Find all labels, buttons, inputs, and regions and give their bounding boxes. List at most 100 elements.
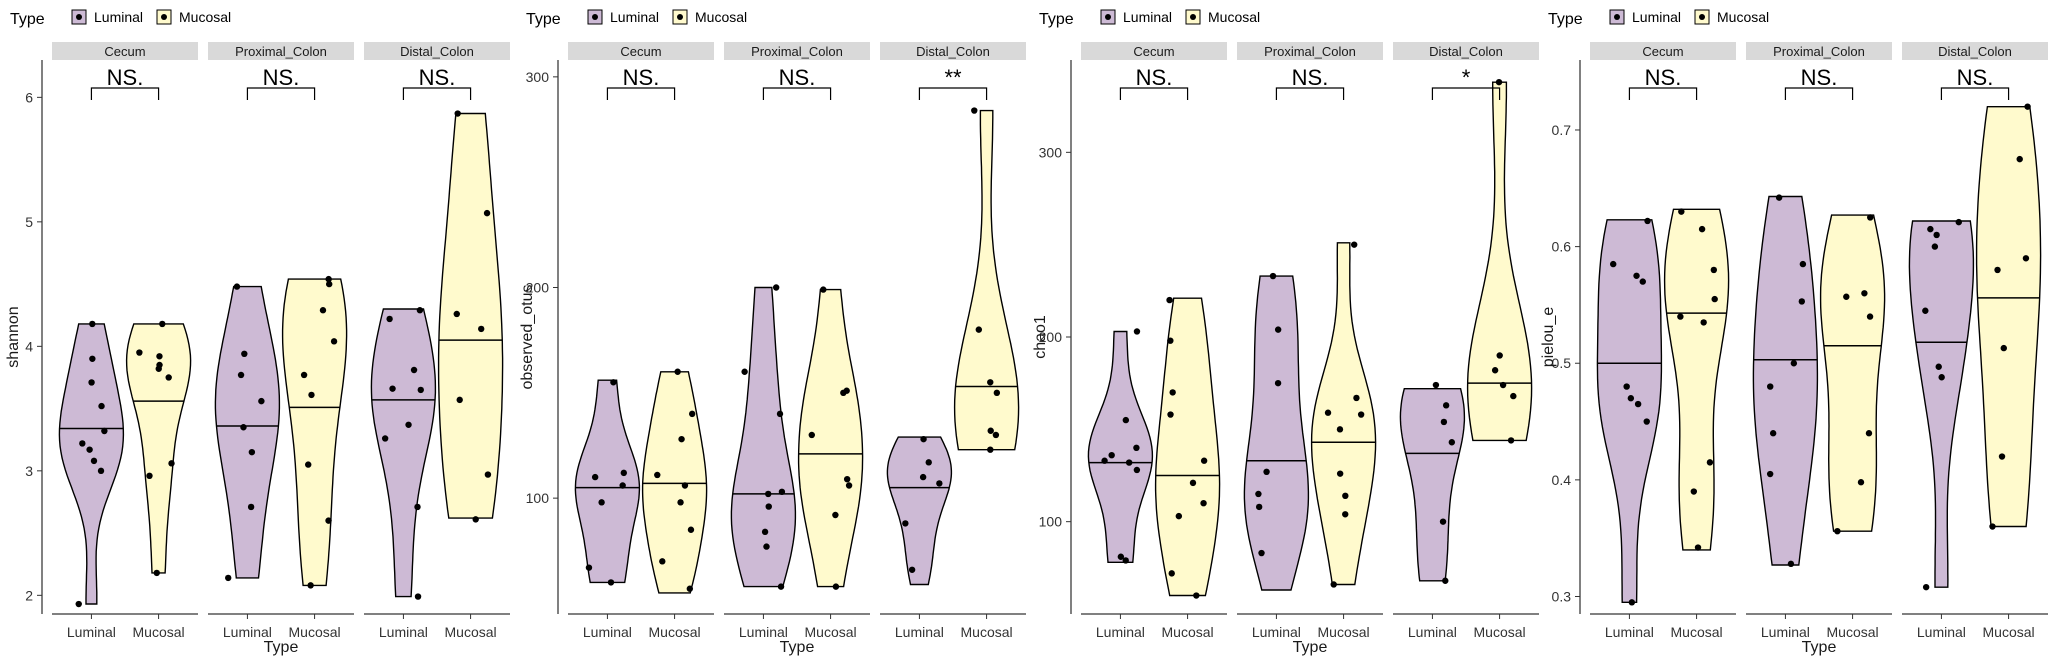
data-point — [1610, 260, 1617, 268]
violin-luminal — [1087, 330, 1154, 563]
data-point — [1263, 468, 1270, 476]
data-point — [1628, 599, 1636, 606]
data-point — [677, 499, 684, 506]
data-point — [1336, 426, 1344, 433]
x-tick-label: Mucosal — [445, 624, 497, 640]
x-tick-label: Luminal — [1605, 624, 1654, 640]
data-point — [1269, 272, 1277, 280]
data-point — [405, 421, 412, 428]
data-point — [2022, 255, 2030, 262]
data-point — [248, 448, 256, 456]
significance-bracket — [1628, 87, 1698, 100]
data-point — [1189, 479, 1197, 487]
facet-strip-label: Distal_Colon — [1938, 44, 2012, 59]
data-point — [1324, 409, 1332, 416]
legend-dot-luminal — [1105, 14, 1111, 20]
data-point — [1255, 490, 1262, 498]
x-tick-label: Luminal — [1252, 624, 1301, 640]
data-point — [1499, 381, 1507, 389]
data-point — [386, 315, 393, 323]
data-point — [483, 209, 491, 217]
x-tick-label: Mucosal — [961, 624, 1013, 640]
significance-label: NS. — [779, 65, 816, 90]
legend-dot-mucosal — [677, 14, 683, 20]
facet-proximal-colon: Proximal_Colon Luminal Mucosal NS. — [208, 42, 354, 640]
significance-bracket — [1119, 87, 1189, 100]
facet-strip-label: Cecum — [620, 44, 661, 59]
data-point — [1255, 503, 1263, 511]
significance-bracket — [246, 87, 316, 100]
data-point — [832, 583, 840, 590]
y-tick-label: 100 — [1039, 514, 1063, 530]
facet-strip — [1590, 42, 1736, 60]
data-point — [414, 503, 421, 511]
y-tick-label: 200 — [1039, 329, 1063, 345]
x-axis-title: Type — [1293, 639, 1328, 656]
data-point — [619, 482, 626, 489]
facet-strip — [1746, 42, 1892, 60]
facet-strip-label: Proximal_Colon — [751, 44, 843, 59]
data-point — [2016, 155, 2023, 163]
data-point — [1101, 457, 1108, 464]
facet-distal-colon: Distal_Colon Luminal Mucosal NS. — [364, 42, 510, 640]
data-point — [919, 473, 927, 481]
data-point — [778, 488, 786, 496]
facet-cecum: Cecum Luminal Mucosal NS. — [1081, 42, 1227, 640]
data-point — [1507, 437, 1515, 444]
data-point — [1698, 225, 1706, 233]
violin-luminal — [1399, 388, 1466, 582]
x-axis-title: Type — [780, 639, 815, 656]
significance-label: NS. — [1292, 65, 1329, 90]
data-point — [240, 424, 247, 431]
violin-mucosal — [1819, 214, 1886, 532]
data-point — [2024, 103, 2031, 110]
data-point — [1799, 260, 1807, 268]
data-point — [1200, 500, 1207, 507]
legend-title: Type — [1039, 11, 1074, 28]
data-point — [808, 431, 815, 439]
significance-label: NS. — [1801, 65, 1838, 90]
data-point — [765, 503, 772, 510]
data-point — [472, 516, 479, 523]
significance-label: NS. — [1136, 65, 1173, 90]
data-point — [305, 461, 312, 468]
violin-luminal — [1596, 219, 1663, 603]
data-point — [1866, 313, 1874, 320]
facet-strip-label: Cecum — [1133, 44, 1174, 59]
violin-luminal — [1752, 195, 1819, 566]
y-tick-label: 0.6 — [1552, 239, 1572, 255]
facet-strip — [364, 42, 510, 60]
legend-label-mucosal: Mucosal — [1208, 9, 1260, 25]
data-point — [765, 490, 772, 498]
data-point — [1710, 266, 1718, 274]
data-point — [1700, 319, 1707, 326]
data-point — [1258, 549, 1265, 557]
data-point — [1857, 479, 1865, 486]
legend-label-mucosal: Mucosal — [695, 9, 747, 25]
facet-strip-label: Cecum — [1642, 44, 1683, 59]
data-point — [1167, 411, 1174, 418]
data-point — [1677, 313, 1684, 320]
data-point — [686, 585, 694, 592]
data-point — [1193, 592, 1200, 599]
legend-dot-luminal — [76, 14, 82, 20]
legend-label-luminal: Luminal — [1123, 9, 1172, 25]
data-point — [992, 431, 1000, 439]
data-point — [741, 368, 748, 375]
data-point — [101, 427, 108, 435]
data-point — [1623, 383, 1630, 390]
significance-label: * — [1462, 65, 1471, 90]
data-point — [97, 467, 105, 475]
data-point — [247, 503, 255, 511]
data-point — [225, 574, 232, 582]
data-point — [1627, 395, 1635, 402]
y-axis-title: pielou_e — [1540, 307, 1557, 368]
data-point — [678, 435, 685, 443]
legend-dot-mucosal — [161, 14, 167, 20]
data-point — [1133, 466, 1141, 474]
x-tick-label: Luminal — [583, 624, 632, 640]
data-point — [325, 517, 332, 524]
data-point — [1922, 307, 1929, 314]
data-point — [1108, 451, 1115, 459]
significance-bracket — [1940, 87, 2010, 100]
